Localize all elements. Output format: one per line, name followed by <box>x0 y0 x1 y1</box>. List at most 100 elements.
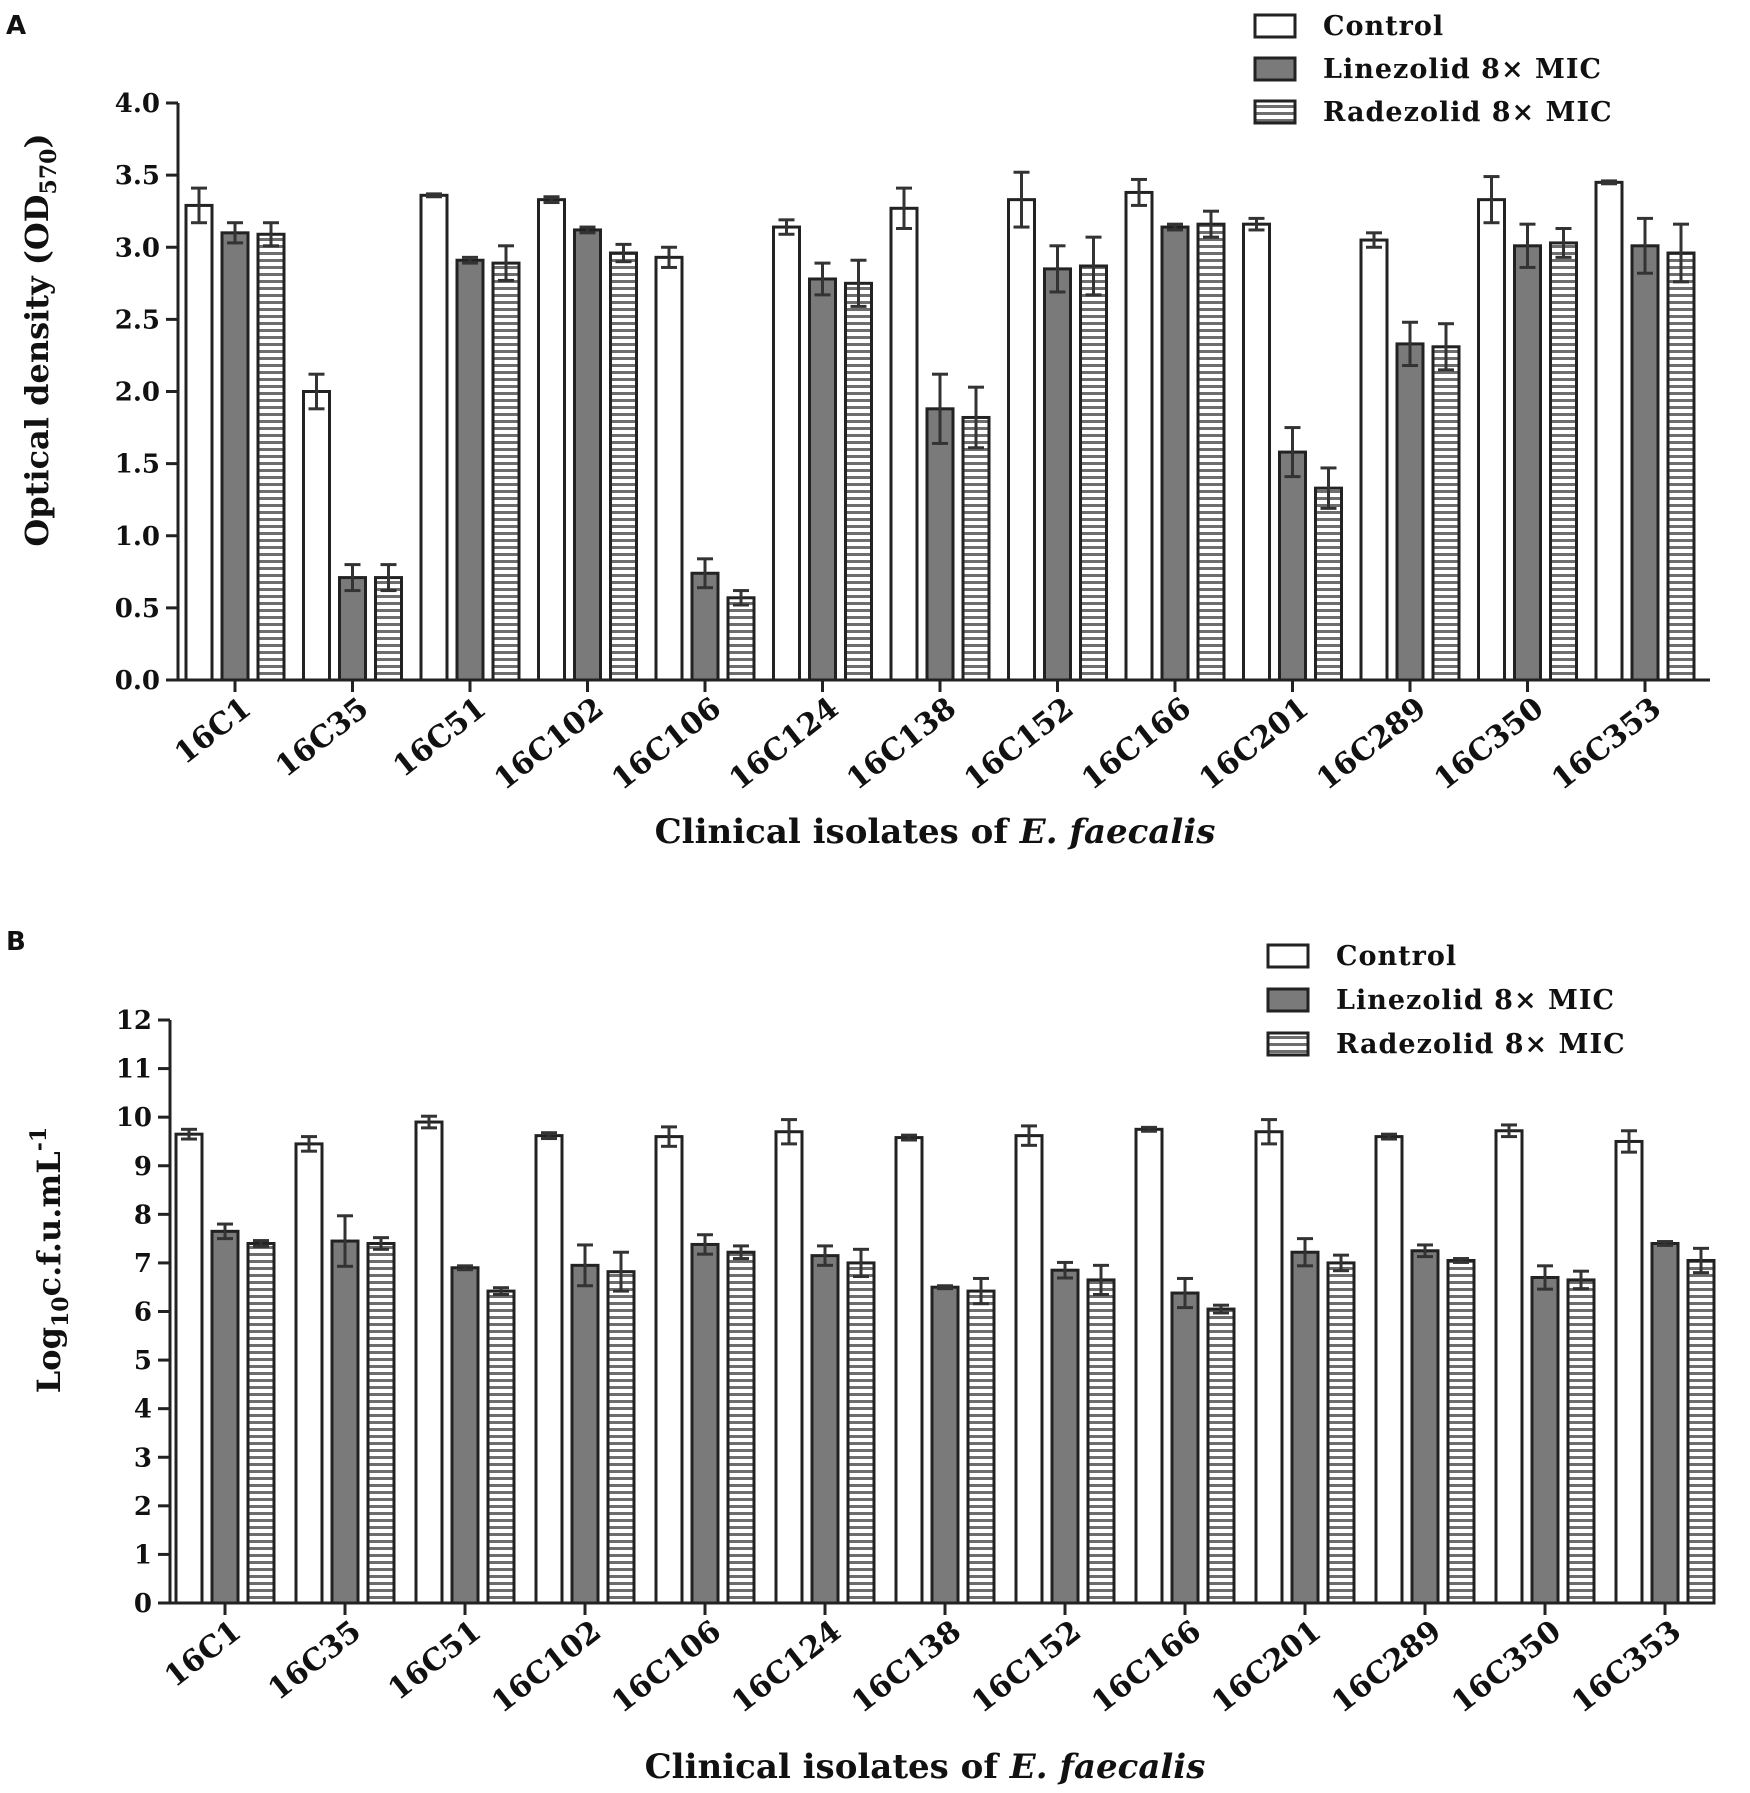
radezolid-bar <box>844 281 873 682</box>
control-bar <box>1494 1129 1524 1605</box>
panel-b-x-title-italic: E. faecalis <box>1009 1747 1206 1787</box>
radezolid-bar <box>366 1241 396 1605</box>
category-label: 16C138 <box>840 691 963 798</box>
radezolid-bar <box>374 576 403 682</box>
y-tick-label: 9 <box>134 1152 152 1182</box>
radezolid-bar <box>1549 241 1578 682</box>
y-tick-label: 1 <box>134 1540 152 1570</box>
radezolid-bar <box>256 232 286 682</box>
legend-radezolid-swatch <box>1266 1031 1310 1057</box>
radezolid-bar <box>1196 222 1226 682</box>
category-label: 16C152 <box>965 1614 1088 1721</box>
category-label: 16C35 <box>269 691 375 785</box>
linezolid-bar <box>808 277 837 682</box>
panel-a-bars <box>184 170 1696 682</box>
panel-b-x-title-main: Clinical isolates of <box>645 1747 1010 1787</box>
linezolid-bar <box>338 576 367 682</box>
panel-a-y-title-main: Optical density (OD <box>18 194 56 546</box>
linezolid-bar <box>1170 1291 1200 1605</box>
panel-b-y-title-main: Log <box>30 1327 68 1393</box>
control-bar <box>889 206 919 682</box>
category-label: 16C350 <box>1428 691 1551 798</box>
control-bar <box>1014 1134 1044 1605</box>
control-bar <box>1124 190 1154 682</box>
linezolid-bar <box>1160 225 1190 682</box>
linezolid-bar <box>1410 1249 1440 1605</box>
legend-control-swatch <box>1266 943 1310 969</box>
category-label: 16C1 <box>168 691 258 772</box>
linezolid-bar <box>690 571 720 682</box>
linezolid-bar <box>690 1242 720 1605</box>
category-label: 16C353 <box>1565 1614 1688 1721</box>
y-tick-label: 3.5 <box>115 161 160 191</box>
radezolid-bar <box>1431 345 1461 682</box>
y-tick-label: 3.0 <box>115 233 160 263</box>
panel-b-y-title-sup: -1 <box>26 1127 52 1151</box>
radezolid-bar <box>726 1250 756 1605</box>
category-label: 16C201 <box>1205 1614 1328 1721</box>
panel-b-letter: B <box>6 927 26 957</box>
radezolid-bar <box>609 251 638 682</box>
y-tick-label: 6 <box>134 1298 152 1328</box>
category-label: 16C201 <box>1193 691 1316 798</box>
legend-linezolid-swatch <box>1253 56 1297 82</box>
y-tick-label: 4.0 <box>115 89 160 119</box>
legend-radezolid-label: Radezolid 8× MIC <box>1323 97 1613 128</box>
y-tick-label: 2.0 <box>115 378 160 408</box>
radezolid-bar <box>606 1270 636 1605</box>
linezolid-bar <box>1050 1268 1080 1605</box>
control-bar <box>537 198 566 682</box>
linezolid-bar <box>1530 1275 1560 1605</box>
control-bar <box>414 1120 444 1605</box>
control-bar <box>1254 1130 1284 1605</box>
radezolid-bar <box>491 261 521 682</box>
panel-a-y-title-close: ) <box>18 133 56 148</box>
linezolid-bar <box>455 258 485 682</box>
radezolid-bar <box>846 1261 876 1605</box>
y-tick-label: 8 <box>134 1200 152 1230</box>
y-tick-label: 0.5 <box>115 594 160 624</box>
y-tick-label: 1.0 <box>115 522 160 552</box>
panel-a-x-axis-title: Clinical isolates of E. faecalis <box>655 812 1216 852</box>
category-label: 16C124 <box>723 691 846 798</box>
linezolid-bar <box>925 407 955 682</box>
radezolid-bar <box>486 1289 516 1605</box>
category-label: 16C102 <box>485 1614 608 1721</box>
category-label: 16C51 <box>387 691 493 785</box>
y-tick-label: 5 <box>134 1346 152 1376</box>
control-bar <box>654 255 684 682</box>
y-tick-label: 0 <box>134 1589 152 1619</box>
radezolid-bar <box>1086 1278 1116 1605</box>
legend-control-label: Control <box>1336 941 1457 972</box>
category-label: 16C106 <box>605 1614 728 1721</box>
radezolid-bar <box>1666 251 1696 682</box>
y-tick-label: 12 <box>116 1006 152 1036</box>
linezolid-bar <box>450 1266 480 1605</box>
category-label: 16C289 <box>1325 1614 1448 1721</box>
radezolid-bar <box>1566 1278 1596 1605</box>
category-label: 16C353 <box>1545 691 1668 798</box>
control-bar <box>772 225 801 682</box>
panel-b-y-title-close: c.f.u.mL <box>30 1151 68 1296</box>
category-label: 16C124 <box>725 1614 848 1721</box>
y-tick-label: 10 <box>116 1103 152 1133</box>
category-label: 16C166 <box>1085 1614 1208 1721</box>
panel-a-x-title-italic: E. faecalis <box>1019 812 1216 852</box>
radezolid-bar <box>1686 1258 1716 1605</box>
panel-b-legend: Control Linezolid 8× MIC Radezolid 8× MIC <box>1266 941 1626 1060</box>
legend-radezolid-label: Radezolid 8× MIC <box>1336 1029 1626 1060</box>
legend-linezolid-label: Linezolid 8× MIC <box>1323 54 1602 85</box>
panel-a-x-title-main: Clinical isolates of <box>655 812 1020 852</box>
linezolid-bar <box>930 1285 960 1605</box>
category-label: 16C289 <box>1310 691 1433 798</box>
control-bar <box>654 1135 684 1605</box>
radezolid-bar <box>726 596 756 682</box>
control-bar <box>1614 1139 1644 1605</box>
control-bar <box>302 390 331 682</box>
category-label: 16C152 <box>958 691 1081 798</box>
linezolid-bar <box>1513 244 1542 682</box>
radezolid-bar <box>961 415 991 682</box>
radezolid-bar <box>1079 264 1108 682</box>
category-label: 16C350 <box>1445 1614 1568 1721</box>
